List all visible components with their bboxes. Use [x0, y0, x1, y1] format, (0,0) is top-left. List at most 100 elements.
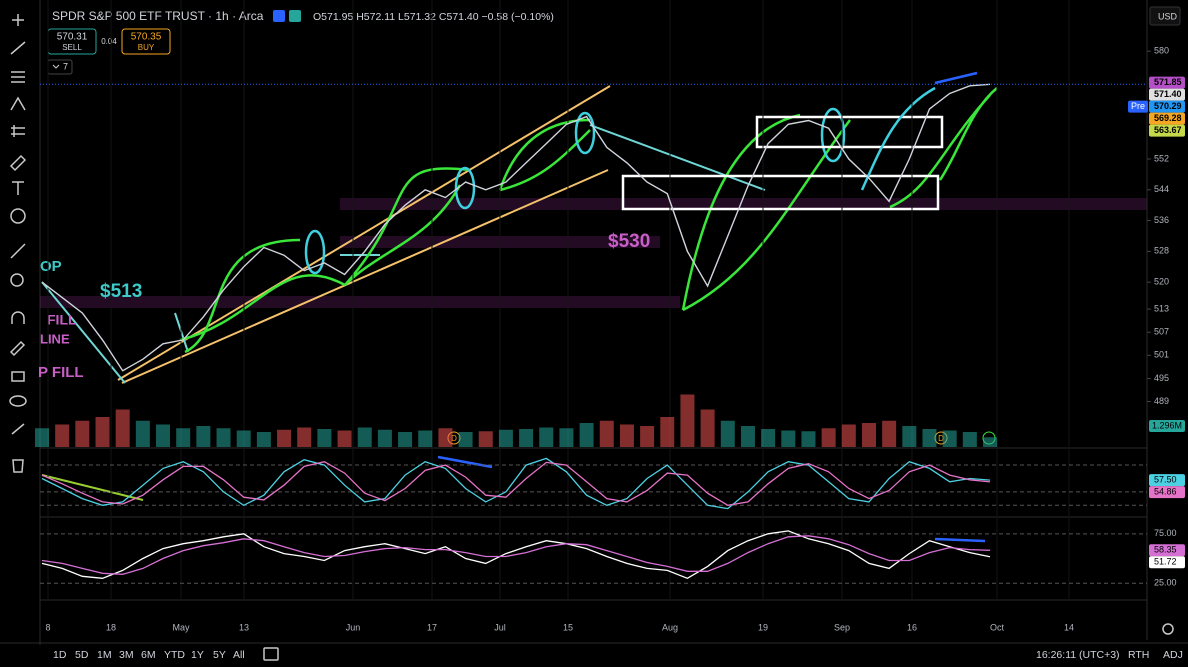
fib-tool[interactable]	[11, 71, 25, 83]
volume-bar	[720, 420, 735, 447]
range-button[interactable]: 1Y	[191, 649, 204, 661]
series-line	[41, 83, 991, 372]
y-tick-label: 552	[1154, 153, 1169, 163]
price-marker-label: 571.85	[1154, 77, 1182, 87]
volume-bar	[317, 429, 332, 447]
last-value-box	[1149, 556, 1185, 569]
volume-last-label: 1.296M	[1152, 420, 1182, 430]
volume-bar	[761, 429, 776, 447]
y-tick-label: 507	[1154, 327, 1169, 337]
volume-bar	[418, 430, 433, 447]
crosshair-tool[interactable]	[12, 14, 24, 26]
volume-bar	[962, 432, 977, 447]
volume-bar	[398, 432, 413, 447]
last-value-label: 54.86	[1154, 487, 1177, 497]
last-value-label: 58.35	[1154, 545, 1177, 555]
volume-bar	[740, 426, 755, 447]
y-tick-label: 75.00	[1154, 528, 1177, 538]
volume-bar	[478, 431, 493, 447]
settings-icon[interactable]	[1162, 623, 1174, 635]
event-label: D	[451, 434, 457, 443]
volume-bar	[236, 430, 251, 447]
indicator-count: 7	[63, 61, 68, 71]
range-button[interactable]: 5Y	[213, 649, 226, 661]
volume-bar	[821, 428, 836, 447]
trendline-tool[interactable]	[10, 41, 26, 55]
series-line	[41, 535, 991, 575]
x-tick-label: Jun	[346, 622, 361, 632]
sell-price: 570.31	[57, 32, 88, 43]
y-tick-label: 544	[1154, 184, 1169, 194]
drawing-mode[interactable]	[9, 340, 26, 357]
buy-label: BUY	[138, 43, 155, 52]
volume-bar	[882, 420, 897, 447]
status-icon	[289, 10, 301, 22]
range-button[interactable]: All	[233, 649, 245, 661]
volume-bar	[983, 437, 997, 447]
adjust[interactable]: ADJ	[1163, 649, 1183, 661]
symbol-title: SPDR S&P 500 ETF TRUST · 1h · Arca	[52, 9, 264, 23]
forecast-tool[interactable]	[11, 125, 25, 137]
price-marker-label: 563.67	[1154, 125, 1182, 135]
range-button[interactable]: YTD	[164, 649, 185, 661]
range-button[interactable]: 6M	[141, 649, 156, 661]
price-marker	[1149, 76, 1185, 89]
series-line	[41, 530, 991, 580]
link-tool[interactable]	[11, 423, 25, 435]
volume-bar	[297, 427, 312, 447]
x-tick-label: Sep	[834, 622, 850, 632]
volume-bar	[156, 424, 171, 447]
annotation: FILL	[47, 312, 77, 328]
volume-bar	[277, 429, 292, 447]
volume-bar	[438, 428, 453, 447]
pattern-tool[interactable]	[10, 96, 26, 111]
series-line	[41, 461, 991, 506]
price-marker-label: 570.29	[1154, 101, 1182, 111]
y-tick-label: 501	[1154, 350, 1169, 360]
range-button[interactable]: 1D	[53, 649, 67, 661]
date-range-icon[interactable]	[263, 647, 279, 661]
x-tick-label: Jul	[494, 622, 506, 632]
toolbar	[9, 0, 41, 645]
hide-tool[interactable]	[9, 395, 27, 407]
series-line	[41, 457, 991, 510]
clock: 16:26:11 (UTC+3)	[1036, 649, 1120, 661]
magnet-tool[interactable]	[11, 311, 25, 324]
chevron	[52, 64, 60, 69]
brush-tool[interactable]	[9, 154, 27, 172]
emoji-tool[interactable]	[10, 208, 26, 224]
range-button[interactable]: 3M	[119, 649, 134, 661]
volume-last-box	[1149, 420, 1185, 432]
buy-button[interactable]	[121, 28, 171, 55]
ruler-tool[interactable]	[10, 243, 26, 259]
annotation: P FILL	[38, 364, 84, 381]
y-tick-label: 520	[1154, 277, 1169, 287]
session[interactable]: RTH	[1128, 649, 1149, 661]
x-tick-label: 16	[907, 622, 917, 632]
volume-bar	[539, 427, 554, 447]
range-button[interactable]: 1M	[97, 649, 112, 661]
y-tick-label: 25.00	[1154, 578, 1177, 588]
price-marker-label: 571.40	[1154, 89, 1182, 99]
volume-bar	[55, 424, 70, 447]
range-button[interactable]: 5D	[75, 649, 89, 661]
ohlc: O571.95 H572.11 L571.32 C571.40 −0.58 (−…	[313, 11, 554, 23]
text-tool[interactable]	[12, 181, 24, 195]
volume-bar	[216, 428, 231, 447]
spread: 0.04	[101, 37, 117, 46]
annotation: OP	[40, 258, 62, 275]
volume-bar	[861, 423, 876, 447]
volume-bar	[337, 430, 352, 447]
lock-tool[interactable]	[11, 371, 25, 382]
delete-tool[interactable]	[12, 459, 24, 473]
volume-bar	[942, 430, 957, 447]
annotation: LINE	[40, 331, 70, 346]
volume-bar	[801, 431, 816, 447]
currency-box[interactable]	[1149, 6, 1181, 26]
y-tick-label: 513	[1154, 303, 1169, 313]
zoom-tool[interactable]	[10, 273, 24, 287]
volume-bar	[196, 426, 211, 447]
last-value-box	[1149, 486, 1185, 499]
